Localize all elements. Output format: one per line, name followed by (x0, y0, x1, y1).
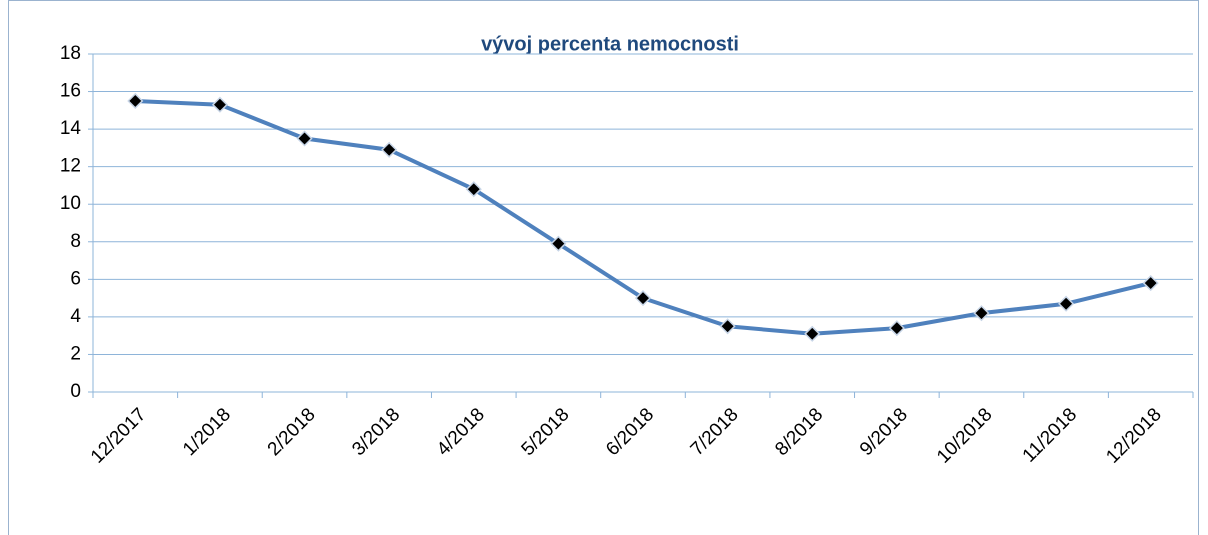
marker (296, 130, 313, 147)
marker (888, 320, 905, 337)
x-tick-label: 11/2018 (1019, 404, 1081, 466)
y-tick-label: 14 (60, 118, 82, 139)
x-tick-label: 1/2018 (179, 404, 235, 460)
x-tick-label: 6/2018 (602, 404, 658, 460)
x-tick-label: 5/2018 (518, 404, 574, 460)
marker (550, 235, 567, 252)
y-tick-label: 10 (60, 193, 81, 214)
y-tick-label: 0 (70, 381, 81, 402)
x-tick-label: 7/2018 (687, 404, 743, 460)
marker (465, 181, 482, 198)
marker (127, 92, 144, 110)
y-tick-label: 4 (70, 306, 81, 327)
x-tick-label: 2/2018 (264, 404, 320, 460)
marker (973, 305, 990, 322)
chart-frame (8, 0, 1199, 535)
y-tick-label: 2 (70, 343, 81, 364)
chart-title: vývoj percenta nemocnosti (481, 33, 739, 55)
marker (1142, 275, 1159, 292)
y-tick-label: 18 (60, 43, 81, 64)
y-tick-label: 16 (60, 81, 81, 102)
marker (719, 318, 736, 335)
marker (634, 290, 652, 307)
marker (804, 325, 821, 342)
y-tick-label: 8 (70, 231, 81, 252)
x-tick-label: 4/2018 (433, 404, 489, 460)
x-tick-label: 12/2017 (87, 404, 150, 467)
x-tick-label: 12/2018 (1102, 404, 1165, 467)
marker (211, 96, 228, 113)
y-tick-label: 12 (60, 156, 81, 177)
x-tick-label: 9/2018 (856, 404, 912, 460)
x-tick-label: 8/2018 (771, 404, 827, 460)
x-tick-label: 3/2018 (348, 404, 404, 460)
marker (381, 141, 398, 158)
x-tick-label: 10/2018 (933, 404, 996, 467)
y-tick-label: 6 (70, 268, 81, 289)
marker (1058, 295, 1075, 312)
